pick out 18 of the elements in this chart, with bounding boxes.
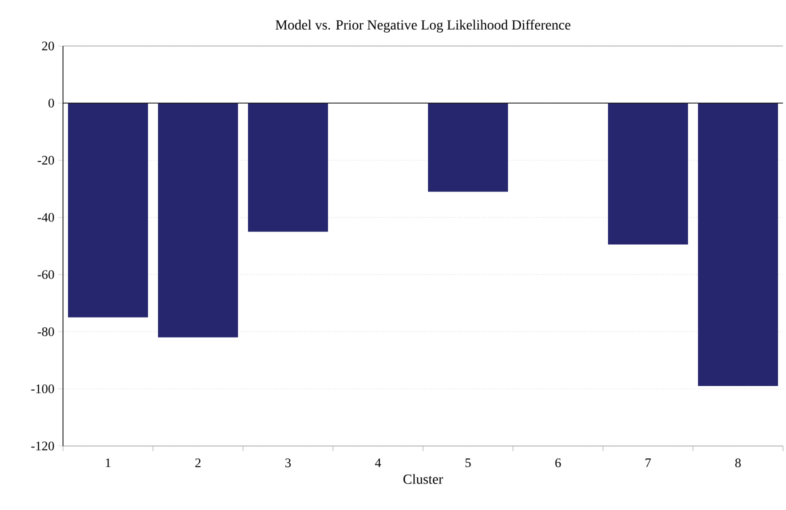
y-tick-label: -120 bbox=[31, 442, 54, 450]
y-tick-label: 20 bbox=[42, 42, 54, 50]
y-tick-label: -40 bbox=[38, 213, 54, 222]
y-tick-label: -20 bbox=[38, 156, 54, 165]
x-tick-label: 2 bbox=[195, 458, 201, 468]
y-tick-label: -60 bbox=[38, 270, 54, 279]
y-tick-label: -80 bbox=[38, 327, 54, 336]
x-tick-label: 1 bbox=[106, 458, 110, 468]
x-axis-title: Cluster bbox=[403, 474, 444, 484]
x-tick-label: 5 bbox=[466, 458, 471, 468]
x-tick-label: 6 bbox=[555, 458, 561, 468]
x-tick-label: 8 bbox=[735, 458, 741, 468]
x-tick-label: 3 bbox=[285, 458, 291, 468]
x-tick-label: 4 bbox=[375, 458, 382, 468]
y-tick-label: -100 bbox=[31, 384, 54, 394]
chart-title: Model vs. Prior Negative Log Likelihood Difference bbox=[276, 20, 570, 32]
y-tick-label: 0 bbox=[48, 98, 54, 108]
x-tick-label: 7 bbox=[646, 458, 651, 467]
